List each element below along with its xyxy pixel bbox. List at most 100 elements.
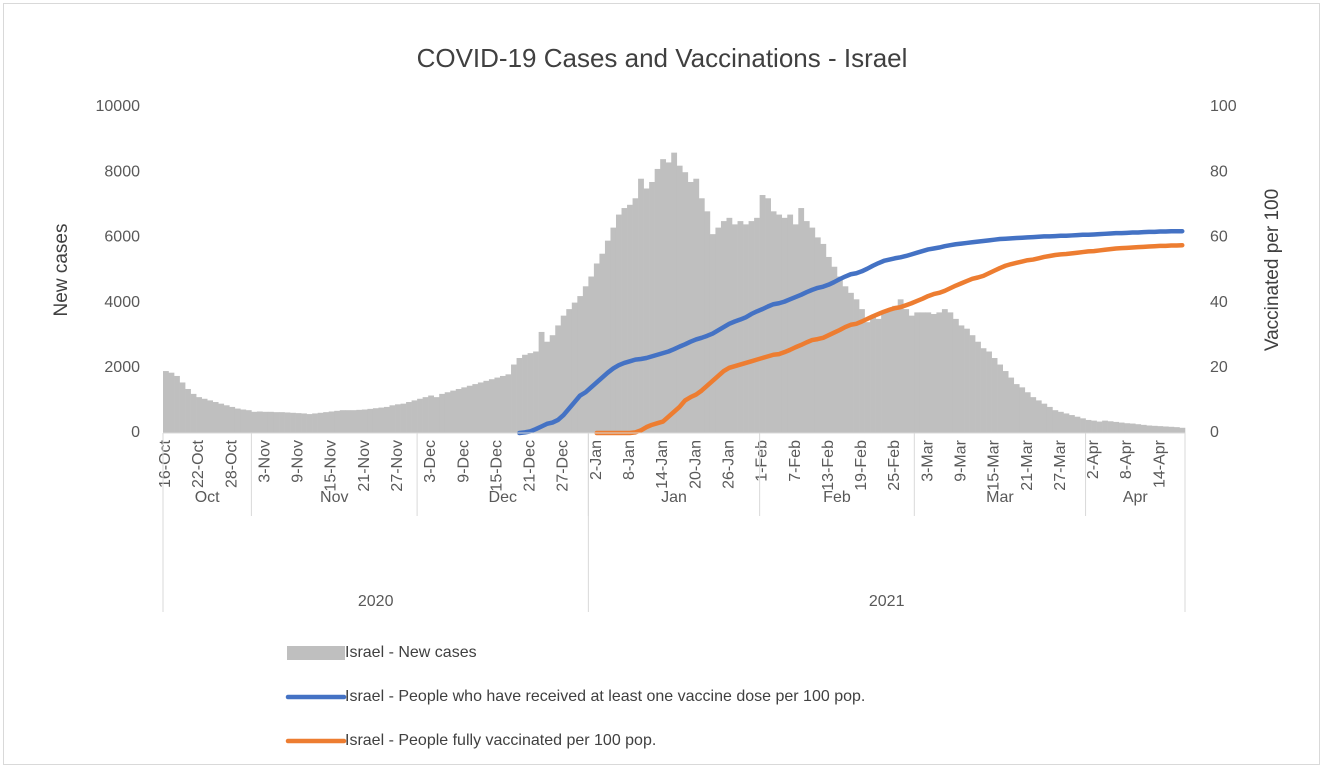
bar xyxy=(1035,400,1042,433)
x-tick-label: 7-Feb xyxy=(787,440,804,482)
bar xyxy=(798,208,805,433)
month-label: Apr xyxy=(1123,489,1149,506)
x-tick-label: 21-Mar xyxy=(1019,439,1036,490)
bar xyxy=(538,331,545,433)
bar xyxy=(1085,419,1092,433)
bar xyxy=(969,335,976,433)
bar xyxy=(516,358,523,433)
bar xyxy=(952,318,959,433)
bar xyxy=(1096,421,1103,433)
bar xyxy=(1118,422,1125,433)
x-tick-label: 16-Oct xyxy=(157,439,174,488)
bar xyxy=(853,299,860,433)
bar xyxy=(417,398,423,433)
bar xyxy=(212,402,219,433)
x-tick-label: 1-Feb xyxy=(754,440,771,482)
month-label: Jan xyxy=(661,489,687,506)
bar xyxy=(234,408,241,433)
bar xyxy=(444,392,451,433)
bar xyxy=(1102,420,1108,433)
bar xyxy=(1074,416,1081,433)
bar xyxy=(190,393,197,433)
bar xyxy=(511,364,517,433)
bar xyxy=(687,181,694,433)
month-label: Dec xyxy=(489,489,517,506)
bar xyxy=(1135,424,1142,433)
bar xyxy=(1179,427,1186,433)
bar xyxy=(499,375,506,433)
bar xyxy=(975,341,981,433)
bar xyxy=(290,412,296,433)
x-tick-label: 15-Dec xyxy=(488,440,505,492)
bar xyxy=(732,224,738,433)
bar xyxy=(168,372,175,433)
x-tick-label: 21-Dec xyxy=(522,440,539,492)
x-tick-label: 27-Dec xyxy=(555,440,572,492)
bar xyxy=(610,227,617,433)
bar xyxy=(1113,421,1120,433)
bar xyxy=(759,195,766,433)
y-axis-title: New cases xyxy=(51,224,72,317)
bar xyxy=(477,382,484,433)
bar xyxy=(848,292,854,433)
bar xyxy=(577,296,584,433)
bar xyxy=(765,198,771,433)
x-tick-label: 3-Dec xyxy=(422,440,439,483)
bar xyxy=(986,351,992,433)
bar xyxy=(770,211,777,433)
bar xyxy=(356,409,363,433)
bar xyxy=(980,348,987,433)
bar xyxy=(406,402,412,433)
bar xyxy=(163,371,169,433)
x-tick-label: 14-Jan xyxy=(654,440,671,489)
bar xyxy=(361,409,368,433)
bar xyxy=(317,412,324,433)
bar xyxy=(638,178,644,433)
bar xyxy=(422,397,429,433)
legend-label: Israel - New cases xyxy=(345,644,477,661)
bar xyxy=(814,237,821,433)
bar xyxy=(997,364,1003,433)
y2-tick-label: 20 xyxy=(1210,359,1228,376)
bar xyxy=(229,406,236,433)
x-tick-label: 13-Feb xyxy=(820,440,837,491)
x-tick-label: 19-Feb xyxy=(853,440,870,491)
bar xyxy=(698,198,705,433)
legend-label: Israel - People fully vaccinated per 100… xyxy=(345,732,656,749)
bar xyxy=(240,409,247,433)
bar xyxy=(836,276,843,433)
x-tick-label: 28-Oct xyxy=(223,439,240,488)
y-tick-label: 0 xyxy=(131,424,140,441)
bar xyxy=(593,263,600,433)
bar xyxy=(279,412,285,433)
bar xyxy=(1124,423,1131,433)
bar xyxy=(555,325,562,433)
bar xyxy=(201,398,208,433)
x-tick-label: 9-Mar xyxy=(952,439,969,481)
x-tick-label: 27-Nov xyxy=(389,440,406,492)
bar xyxy=(174,375,180,433)
bar xyxy=(472,384,479,433)
bar xyxy=(262,411,269,433)
bar xyxy=(925,312,932,433)
bar xyxy=(256,411,263,433)
bar xyxy=(185,388,191,433)
x-tick-label: 2-Jan xyxy=(588,440,605,480)
bar xyxy=(196,397,202,433)
bar xyxy=(621,208,628,433)
y-tick-label: 10000 xyxy=(96,98,141,115)
bar xyxy=(599,253,606,433)
bar xyxy=(466,385,473,433)
bar xyxy=(461,387,468,433)
legend-swatch xyxy=(287,646,345,660)
bar xyxy=(1080,418,1086,433)
bar xyxy=(743,224,749,433)
bar xyxy=(964,328,970,433)
bar xyxy=(748,221,755,433)
bar xyxy=(179,382,186,433)
bar xyxy=(632,198,639,433)
bar xyxy=(676,165,683,433)
bar xyxy=(660,159,667,433)
bar xyxy=(483,380,490,433)
bar xyxy=(339,410,346,433)
